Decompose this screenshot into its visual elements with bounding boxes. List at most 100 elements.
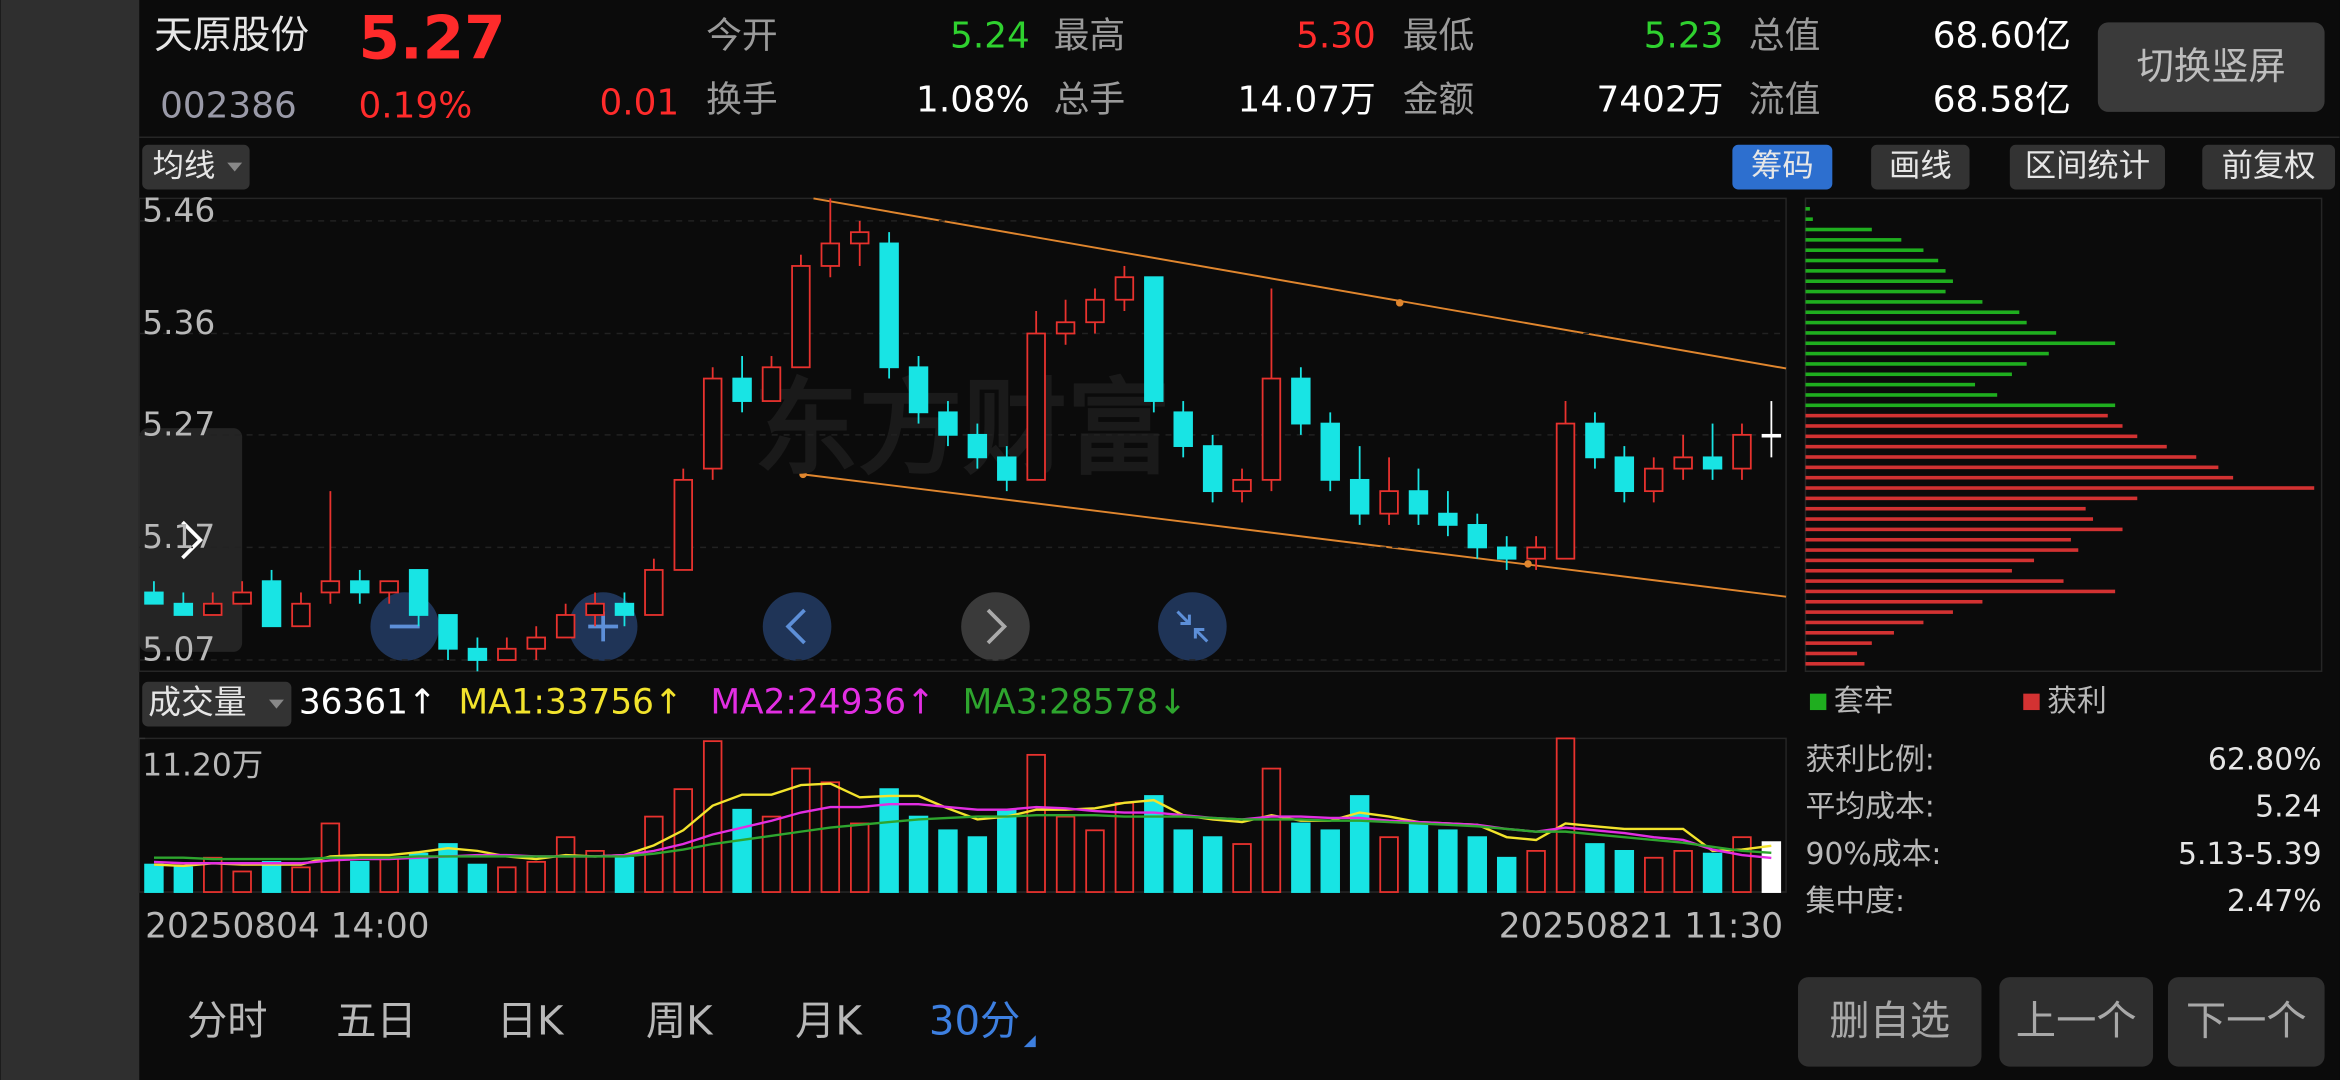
chip-bar — [1805, 558, 2035, 563]
volume-bar — [1673, 849, 1693, 893]
volume-bar — [1349, 795, 1370, 893]
stat-value: 5.23 — [1644, 15, 1724, 56]
candle-body — [1055, 321, 1076, 335]
chip-bar — [1805, 269, 1946, 273]
chip-bar — [1805, 486, 2315, 490]
chip-bar — [1805, 279, 1953, 284]
candle-body — [879, 242, 899, 369]
candle-body — [1026, 332, 1046, 481]
trend-handle — [1395, 299, 1404, 307]
candle-body — [1526, 546, 1546, 560]
volume-bar — [614, 856, 635, 893]
candle-body — [673, 478, 693, 571]
period-tab[interactable]: 周K — [646, 998, 714, 1044]
tool-button-label[interactable]: 筹码 — [1751, 148, 1814, 184]
stat-value: 7402万 — [1597, 79, 1724, 120]
tool-button-label[interactable]: 区间统计 — [2025, 148, 2150, 184]
candle-body — [1614, 456, 1635, 493]
volume-bar — [203, 856, 223, 893]
stat-value: 5.24 — [950, 15, 1030, 56]
chip-bar — [1805, 620, 1924, 625]
candle-body — [1644, 467, 1664, 493]
chip-stat-label: 90%成本: — [1805, 837, 1941, 872]
action-label[interactable]: 下一个 — [2186, 998, 2307, 1044]
volume-title[interactable]: 成交量 — [148, 684, 246, 722]
chip-bar — [1805, 258, 1939, 263]
candle-body — [850, 231, 870, 245]
candle-body — [261, 580, 282, 628]
tool-button[interactable] — [1732, 144, 1833, 190]
tool-button-label[interactable]: 前复权 — [2222, 148, 2316, 184]
candle-body — [938, 411, 958, 436]
stock-name: 天原股份 — [154, 13, 309, 58]
volume-legend: MA2:24936↑ — [711, 683, 935, 723]
chip-bar — [1805, 506, 2086, 511]
candle-body — [585, 602, 605, 616]
period-tab[interactable]: 日K — [497, 998, 565, 1044]
action-button[interactable] — [2167, 977, 2325, 1067]
volume-bar — [850, 822, 870, 893]
scroll-left[interactable] — [762, 592, 832, 661]
chip-bar — [1805, 331, 2057, 335]
side-drawer[interactable] — [139, 428, 243, 652]
chip-bar — [1805, 579, 2064, 583]
chip-bar — [1805, 341, 2116, 346]
volume-bar — [1261, 767, 1282, 893]
action-button[interactable] — [1999, 977, 2154, 1067]
orientation-button[interactable] — [2097, 22, 2325, 112]
stat-value: 14.07万 — [1238, 79, 1376, 120]
chip-stat-value: 62.80% — [2208, 742, 2322, 777]
candle-body — [1114, 276, 1135, 301]
volume-bar — [1055, 815, 1076, 893]
tool-button-label[interactable]: 画线 — [1889, 148, 1952, 184]
y-tick-label: 5.46 — [142, 191, 215, 229]
ma-menu-label[interactable]: 均线 — [153, 148, 216, 184]
tool-button[interactable] — [2009, 144, 2165, 190]
candle-body — [967, 433, 988, 459]
period-tab[interactable]: 30分 — [929, 998, 1021, 1044]
ma-line — [153, 782, 1772, 868]
volume-frame — [138, 737, 1787, 893]
candle-body — [555, 614, 576, 639]
chip-bar — [1805, 527, 2123, 532]
scroll-right[interactable] — [961, 592, 1030, 661]
orientation-label[interactable]: 切换竖屏 — [2137, 44, 2286, 88]
trend-handle — [1524, 560, 1532, 568]
icon — [986, 608, 1008, 645]
action-label[interactable]: 删自选 — [1829, 998, 1950, 1044]
reset-zoom[interactable] — [1158, 592, 1227, 661]
volume-bar — [673, 788, 693, 893]
ma-menu[interactable] — [142, 144, 250, 190]
candle-body — [497, 647, 517, 661]
chip-bar — [1805, 289, 1946, 294]
volume-bar — [732, 808, 752, 893]
candle-body — [203, 602, 223, 616]
chip-bar — [1805, 248, 1924, 252]
period-tab[interactable]: 分时 — [187, 998, 268, 1044]
candle-body — [1173, 411, 1193, 447]
period-tab[interactable]: 月K — [795, 998, 863, 1044]
candle-body — [1585, 422, 1605, 459]
chip-bar — [1805, 424, 2123, 428]
stat-value: 68.58亿 — [1933, 79, 2071, 120]
action-button[interactable] — [1798, 977, 1982, 1067]
volume-bar — [1732, 836, 1752, 893]
candle-body — [908, 366, 929, 414]
chip-bar — [1805, 382, 1976, 387]
chip-bar — [1805, 465, 2219, 470]
tool-button[interactable] — [1871, 144, 1970, 190]
candle-body — [1438, 512, 1458, 526]
chip-stat-value: 2.47% — [2227, 884, 2322, 919]
candle-body — [1232, 478, 1252, 493]
chip-stat-label: 集中度: — [1805, 884, 1905, 919]
stock-code: 002386 — [160, 85, 297, 126]
volume-menu[interactable] — [142, 681, 292, 727]
period-tab[interactable]: 五日 — [336, 998, 417, 1044]
tool-button[interactable] — [2202, 144, 2336, 190]
candle-body — [1702, 456, 1723, 470]
candle-body — [291, 602, 311, 628]
stat-value: 68.60亿 — [1933, 15, 2071, 56]
chip-bar — [1805, 362, 2027, 366]
drawer-arrow — [181, 520, 204, 560]
action-label[interactable]: 上一个 — [2016, 998, 2137, 1044]
